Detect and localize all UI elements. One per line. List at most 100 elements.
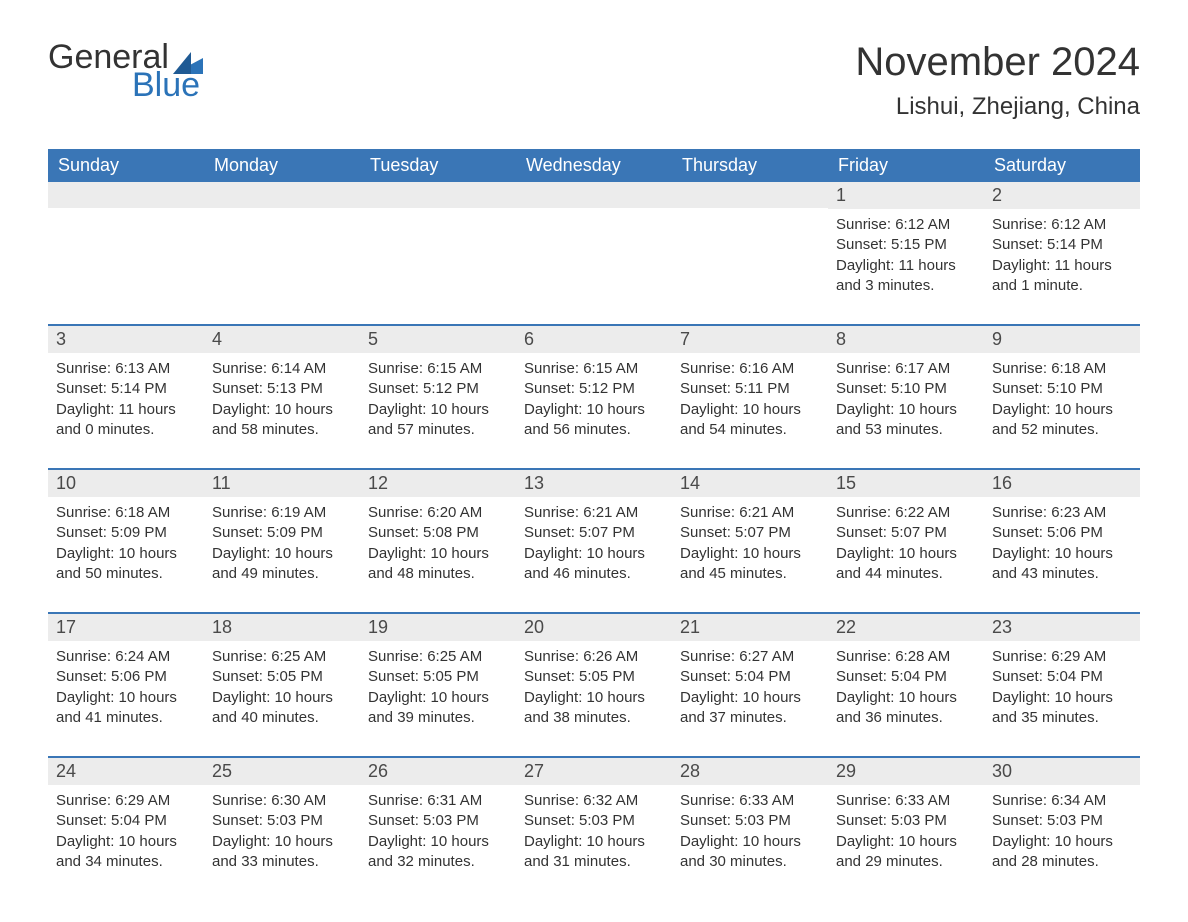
day-details: Sunrise: 6:25 AMSunset: 5:05 PMDaylight:… — [360, 641, 516, 728]
sunset-text: Sunset: 5:04 PM — [56, 811, 196, 831]
day-cell: 7Sunrise: 6:16 AMSunset: 5:11 PMDaylight… — [672, 326, 828, 450]
week-row: 3Sunrise: 6:13 AMSunset: 5:14 PMDaylight… — [48, 324, 1140, 450]
calendar: SundayMondayTuesdayWednesdayThursdayFrid… — [48, 149, 1140, 882]
day-cell: 29Sunrise: 6:33 AMSunset: 5:03 PMDayligh… — [828, 758, 984, 882]
sunrise-text: Sunrise: 6:29 AM — [992, 647, 1132, 667]
daylight-text: Daylight: 10 hours and 53 minutes. — [836, 400, 976, 441]
daylight-text: Daylight: 10 hours and 50 minutes. — [56, 544, 196, 585]
day-number: 17 — [48, 614, 204, 641]
weekday-header: Sunday — [48, 149, 204, 182]
day-number: 9 — [984, 326, 1140, 353]
weekday-header: Friday — [828, 149, 984, 182]
sunrise-text: Sunrise: 6:20 AM — [368, 503, 508, 523]
day-details: Sunrise: 6:14 AMSunset: 5:13 PMDaylight:… — [204, 353, 360, 440]
day-details: Sunrise: 6:18 AMSunset: 5:09 PMDaylight:… — [48, 497, 204, 584]
sunset-text: Sunset: 5:13 PM — [212, 379, 352, 399]
day-details: Sunrise: 6:12 AMSunset: 5:15 PMDaylight:… — [828, 209, 984, 296]
sunrise-text: Sunrise: 6:17 AM — [836, 359, 976, 379]
daylight-text: Daylight: 10 hours and 35 minutes. — [992, 688, 1132, 729]
day-number — [48, 182, 204, 208]
sunset-text: Sunset: 5:07 PM — [836, 523, 976, 543]
day-details: Sunrise: 6:21 AMSunset: 5:07 PMDaylight:… — [672, 497, 828, 584]
day-number: 25 — [204, 758, 360, 785]
sunset-text: Sunset: 5:11 PM — [680, 379, 820, 399]
day-cell: 14Sunrise: 6:21 AMSunset: 5:07 PMDayligh… — [672, 470, 828, 594]
daylight-text: Daylight: 10 hours and 30 minutes. — [680, 832, 820, 873]
daylight-text: Daylight: 10 hours and 39 minutes. — [368, 688, 508, 729]
day-details: Sunrise: 6:20 AMSunset: 5:08 PMDaylight:… — [360, 497, 516, 584]
day-details: Sunrise: 6:15 AMSunset: 5:12 PMDaylight:… — [360, 353, 516, 440]
daylight-text: Daylight: 10 hours and 45 minutes. — [680, 544, 820, 585]
sunset-text: Sunset: 5:03 PM — [368, 811, 508, 831]
day-number: 26 — [360, 758, 516, 785]
day-cell: 20Sunrise: 6:26 AMSunset: 5:05 PMDayligh… — [516, 614, 672, 738]
sunrise-text: Sunrise: 6:31 AM — [368, 791, 508, 811]
day-cell: 1Sunrise: 6:12 AMSunset: 5:15 PMDaylight… — [828, 182, 984, 306]
day-number: 22 — [828, 614, 984, 641]
location: Lishui, Zhejiang, China — [855, 93, 1140, 121]
day-number: 10 — [48, 470, 204, 497]
sunset-text: Sunset: 5:09 PM — [56, 523, 196, 543]
sunrise-text: Sunrise: 6:24 AM — [56, 647, 196, 667]
sunrise-text: Sunrise: 6:19 AM — [212, 503, 352, 523]
sunrise-text: Sunrise: 6:18 AM — [56, 503, 196, 523]
weekday-header: Monday — [204, 149, 360, 182]
day-details: Sunrise: 6:28 AMSunset: 5:04 PMDaylight:… — [828, 641, 984, 728]
sunset-text: Sunset: 5:03 PM — [680, 811, 820, 831]
weekday-header: Wednesday — [516, 149, 672, 182]
logo: General Blue — [48, 40, 203, 102]
week-row: 17Sunrise: 6:24 AMSunset: 5:06 PMDayligh… — [48, 612, 1140, 738]
sunset-text: Sunset: 5:14 PM — [56, 379, 196, 399]
sunset-text: Sunset: 5:06 PM — [992, 523, 1132, 543]
sunset-text: Sunset: 5:08 PM — [368, 523, 508, 543]
day-number: 14 — [672, 470, 828, 497]
weekday-header: Saturday — [984, 149, 1140, 182]
sunset-text: Sunset: 5:09 PM — [212, 523, 352, 543]
week-row: 24Sunrise: 6:29 AMSunset: 5:04 PMDayligh… — [48, 756, 1140, 882]
day-details: Sunrise: 6:19 AMSunset: 5:09 PMDaylight:… — [204, 497, 360, 584]
day-details: Sunrise: 6:33 AMSunset: 5:03 PMDaylight:… — [672, 785, 828, 872]
day-cell: 18Sunrise: 6:25 AMSunset: 5:05 PMDayligh… — [204, 614, 360, 738]
daylight-text: Daylight: 10 hours and 40 minutes. — [212, 688, 352, 729]
day-cell: 24Sunrise: 6:29 AMSunset: 5:04 PMDayligh… — [48, 758, 204, 882]
day-number: 3 — [48, 326, 204, 353]
day-number: 12 — [360, 470, 516, 497]
day-number: 5 — [360, 326, 516, 353]
daylight-text: Daylight: 10 hours and 36 minutes. — [836, 688, 976, 729]
day-details: Sunrise: 6:33 AMSunset: 5:03 PMDaylight:… — [828, 785, 984, 872]
sunset-text: Sunset: 5:12 PM — [524, 379, 664, 399]
day-number: 20 — [516, 614, 672, 641]
day-details: Sunrise: 6:18 AMSunset: 5:10 PMDaylight:… — [984, 353, 1140, 440]
week-row: 1Sunrise: 6:12 AMSunset: 5:15 PMDaylight… — [48, 182, 1140, 306]
day-cell: 4Sunrise: 6:14 AMSunset: 5:13 PMDaylight… — [204, 326, 360, 450]
day-details: Sunrise: 6:25 AMSunset: 5:05 PMDaylight:… — [204, 641, 360, 728]
sunrise-text: Sunrise: 6:33 AM — [680, 791, 820, 811]
day-number — [360, 182, 516, 208]
day-cell: 22Sunrise: 6:28 AMSunset: 5:04 PMDayligh… — [828, 614, 984, 738]
day-number: 13 — [516, 470, 672, 497]
daylight-text: Daylight: 10 hours and 54 minutes. — [680, 400, 820, 441]
day-cell: 27Sunrise: 6:32 AMSunset: 5:03 PMDayligh… — [516, 758, 672, 882]
daylight-text: Daylight: 10 hours and 31 minutes. — [524, 832, 664, 873]
sunset-text: Sunset: 5:06 PM — [56, 667, 196, 687]
sunrise-text: Sunrise: 6:26 AM — [524, 647, 664, 667]
sunrise-text: Sunrise: 6:32 AM — [524, 791, 664, 811]
sunset-text: Sunset: 5:05 PM — [212, 667, 352, 687]
week-row: 10Sunrise: 6:18 AMSunset: 5:09 PMDayligh… — [48, 468, 1140, 594]
sunrise-text: Sunrise: 6:12 AM — [992, 215, 1132, 235]
day-details: Sunrise: 6:32 AMSunset: 5:03 PMDaylight:… — [516, 785, 672, 872]
daylight-text: Daylight: 10 hours and 29 minutes. — [836, 832, 976, 873]
sunrise-text: Sunrise: 6:30 AM — [212, 791, 352, 811]
day-number — [672, 182, 828, 208]
day-cell — [360, 182, 516, 306]
day-details: Sunrise: 6:34 AMSunset: 5:03 PMDaylight:… — [984, 785, 1140, 872]
sunrise-text: Sunrise: 6:18 AM — [992, 359, 1132, 379]
daylight-text: Daylight: 10 hours and 56 minutes. — [524, 400, 664, 441]
day-details: Sunrise: 6:16 AMSunset: 5:11 PMDaylight:… — [672, 353, 828, 440]
daylight-text: Daylight: 10 hours and 41 minutes. — [56, 688, 196, 729]
sunrise-text: Sunrise: 6:21 AM — [680, 503, 820, 523]
day-details: Sunrise: 6:23 AMSunset: 5:06 PMDaylight:… — [984, 497, 1140, 584]
day-cell: 10Sunrise: 6:18 AMSunset: 5:09 PMDayligh… — [48, 470, 204, 594]
day-details: Sunrise: 6:29 AMSunset: 5:04 PMDaylight:… — [984, 641, 1140, 728]
day-number: 8 — [828, 326, 984, 353]
